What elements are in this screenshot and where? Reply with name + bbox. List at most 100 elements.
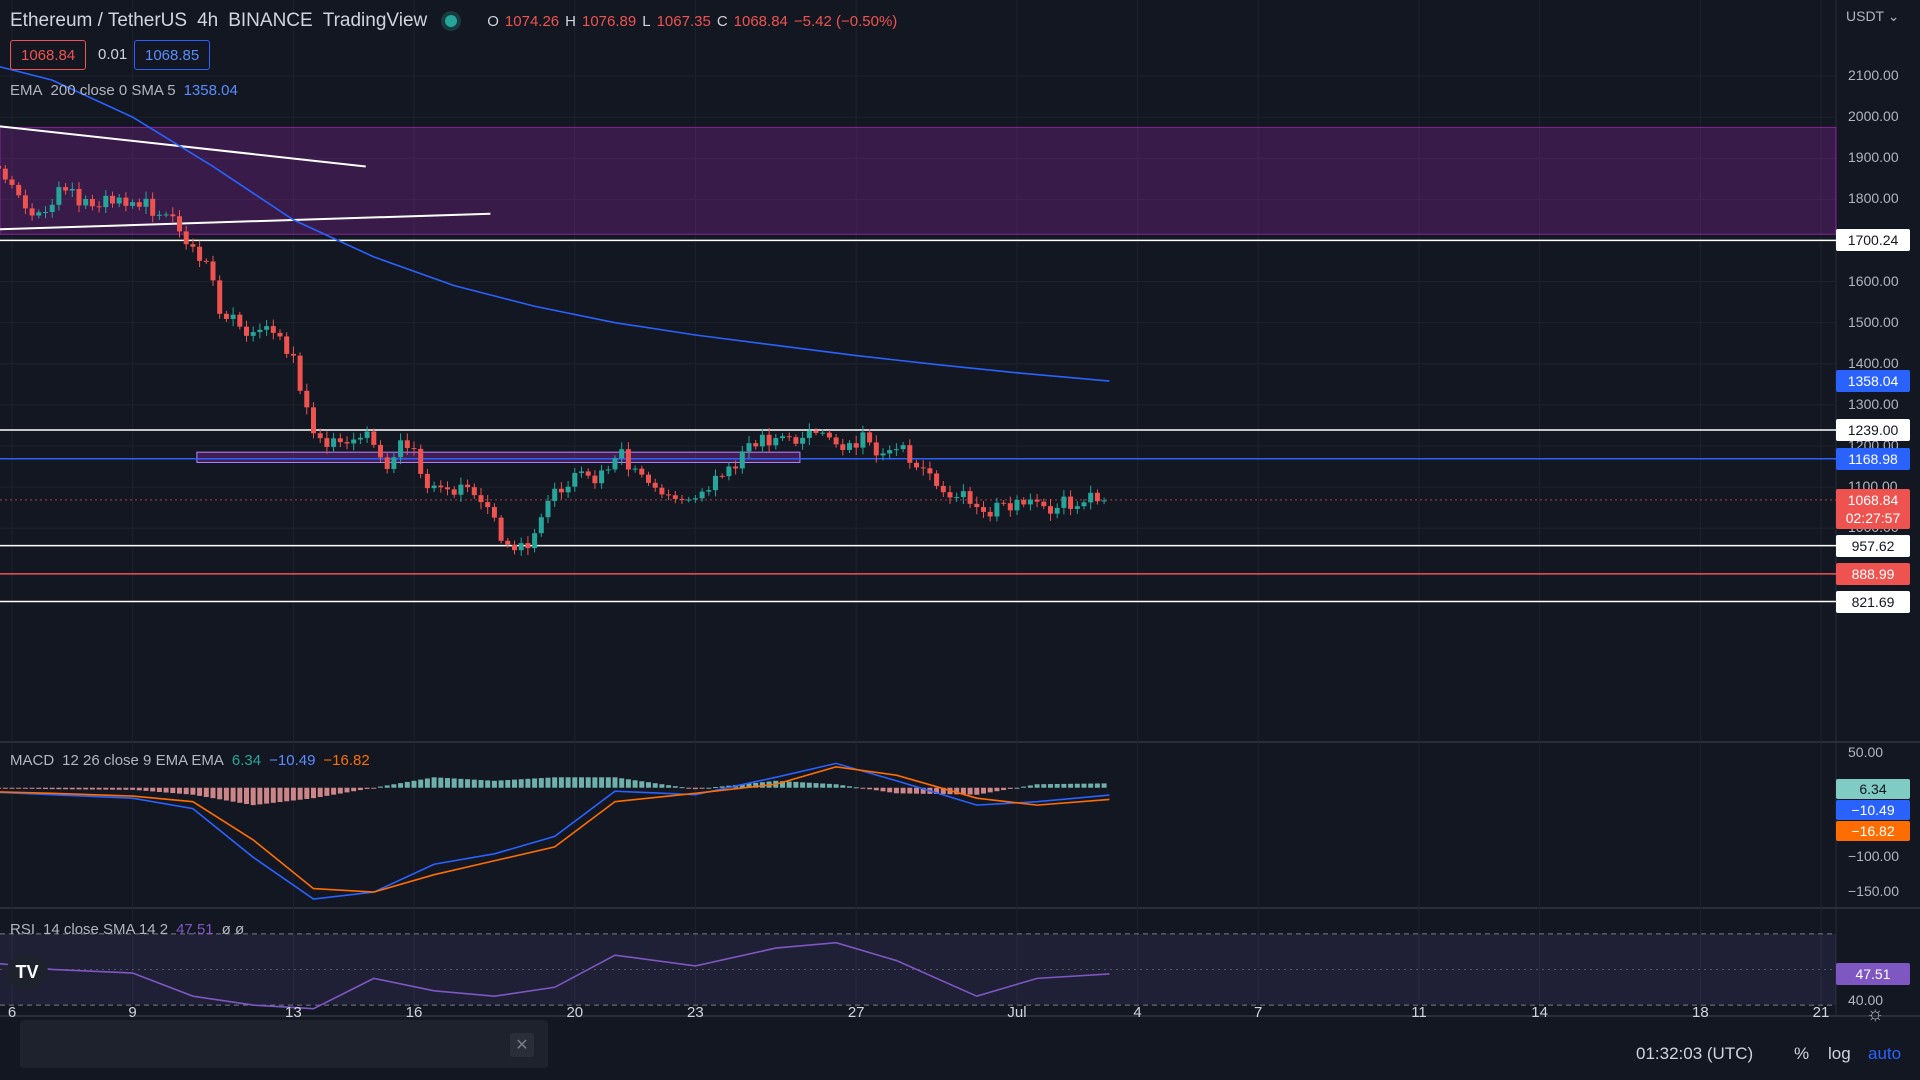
candle-body [478, 495, 484, 503]
macd-histogram-bar [22, 787, 28, 789]
macd-histogram-bar [1014, 787, 1020, 789]
candle-body [384, 457, 390, 469]
macd-histogram-bar [599, 777, 605, 788]
macd-histogram-bar [652, 783, 658, 788]
candle [753, 439, 759, 450]
macd-histogram-bar [0, 787, 2, 789]
macd-histogram-bar [1101, 783, 1107, 788]
macd-histogram-bar [110, 787, 115, 790]
candle [96, 200, 102, 213]
candle [813, 427, 819, 436]
buy-button[interactable]: 1068.85 [134, 40, 211, 70]
macd-legend[interactable]: MACD 12 26 close 9 EMA EMA 6.34 −10.49 −… [10, 752, 370, 769]
candle-body [927, 468, 933, 474]
macd-histogram-bar [237, 787, 243, 803]
candle-body [920, 467, 926, 469]
candle [1001, 500, 1007, 506]
candle-body [1088, 492, 1094, 503]
macd-histogram-bar [190, 787, 196, 795]
clock-label[interactable]: 01:32:03 (UTC) [1636, 1044, 1754, 1063]
candle-body [150, 198, 156, 216]
macd-histogram-bar [230, 787, 236, 802]
candle-body [250, 332, 256, 336]
tradingview-logo[interactable]: TV [6, 954, 48, 990]
candle [250, 326, 256, 342]
high-label: H [565, 12, 576, 30]
candle [981, 501, 986, 518]
candle-body [773, 438, 779, 446]
candle [478, 488, 484, 510]
rsi-value: 47.51 [176, 921, 214, 938]
candle [512, 540, 517, 555]
macd-histogram-bar [418, 779, 424, 788]
candle-body [257, 329, 263, 333]
macd-histogram-bar [471, 779, 477, 788]
candle-body [29, 208, 35, 216]
macd-histogram-bar [1068, 783, 1074, 788]
candle [29, 203, 35, 221]
candle [518, 537, 524, 556]
candle-body [16, 184, 22, 196]
candle [719, 473, 725, 479]
candle [733, 460, 739, 475]
macd-histogram-bar [411, 780, 417, 788]
time-axis-settings-icon[interactable]: ☼ [1866, 1003, 1885, 1025]
candle [699, 488, 705, 502]
currency-selector[interactable]: USDT ⌄ [1846, 8, 1899, 25]
candle [217, 275, 223, 319]
candle-body [753, 443, 759, 447]
time-axis-label: 21 [1812, 1004, 1830, 1021]
macd-histogram-bar [331, 787, 337, 795]
macd-histogram-bar [16, 787, 22, 789]
macd-histogram-bar [974, 787, 980, 795]
candle [867, 429, 873, 446]
interval-label[interactable]: 4h [197, 10, 219, 31]
macd-histogram-bar [270, 787, 276, 803]
candle-body [914, 462, 919, 468]
percent-toggle[interactable]: % [1794, 1044, 1810, 1063]
log-toggle[interactable]: log [1828, 1044, 1851, 1063]
candle [786, 432, 792, 441]
candle [1014, 495, 1020, 516]
macd-histogram-bar [612, 777, 618, 788]
candle [56, 181, 62, 211]
candle [1088, 485, 1094, 510]
macd-line-value: −10.49 [269, 752, 316, 769]
candle-body [726, 466, 732, 477]
macd-histogram-bar [940, 787, 946, 795]
auto-toggle[interactable]: auto [1868, 1044, 1902, 1063]
candle [1027, 493, 1033, 511]
sell-button[interactable]: 1068.84 [10, 40, 87, 70]
close-icon[interactable]: ✕ [510, 1033, 534, 1057]
candle-body [351, 439, 357, 444]
candle-body [116, 197, 122, 204]
candle [840, 438, 846, 456]
macd-histogram-bar [699, 787, 705, 789]
macd-histogram-bar [1081, 783, 1087, 788]
open-label: O [487, 12, 499, 30]
macd-histogram-bar [538, 778, 544, 788]
price-axis-label: 1800.00 [1848, 190, 1899, 207]
candle-body [1014, 499, 1020, 511]
macd-histogram-bar [1007, 787, 1013, 789]
ema-value: 1358.04 [183, 82, 238, 99]
macd-histogram-bar [304, 787, 310, 799]
candle [491, 503, 497, 522]
macd-histogram-bar [177, 787, 182, 794]
ema-legend[interactable]: EMA 200 close 0 SMA 5 1358.04 [10, 82, 238, 99]
time-axis-label: 4 [1133, 1004, 1142, 1021]
macd-histogram-bar [357, 787, 363, 791]
macd-histogram-bar [384, 785, 390, 788]
spread-value: 0.01 [98, 45, 128, 63]
candle [826, 430, 832, 441]
candle [579, 466, 584, 478]
macd-histogram-bar [981, 787, 986, 794]
rsi-legend[interactable]: RSI 14 close SMA 14 2 47.51 ø ø [10, 921, 244, 938]
trendline-upper [0, 125, 366, 168]
candle [9, 175, 15, 189]
candle [599, 464, 605, 489]
candle-body [719, 475, 725, 477]
symbol-title[interactable]: Ethereum / TetherUS [10, 10, 188, 31]
